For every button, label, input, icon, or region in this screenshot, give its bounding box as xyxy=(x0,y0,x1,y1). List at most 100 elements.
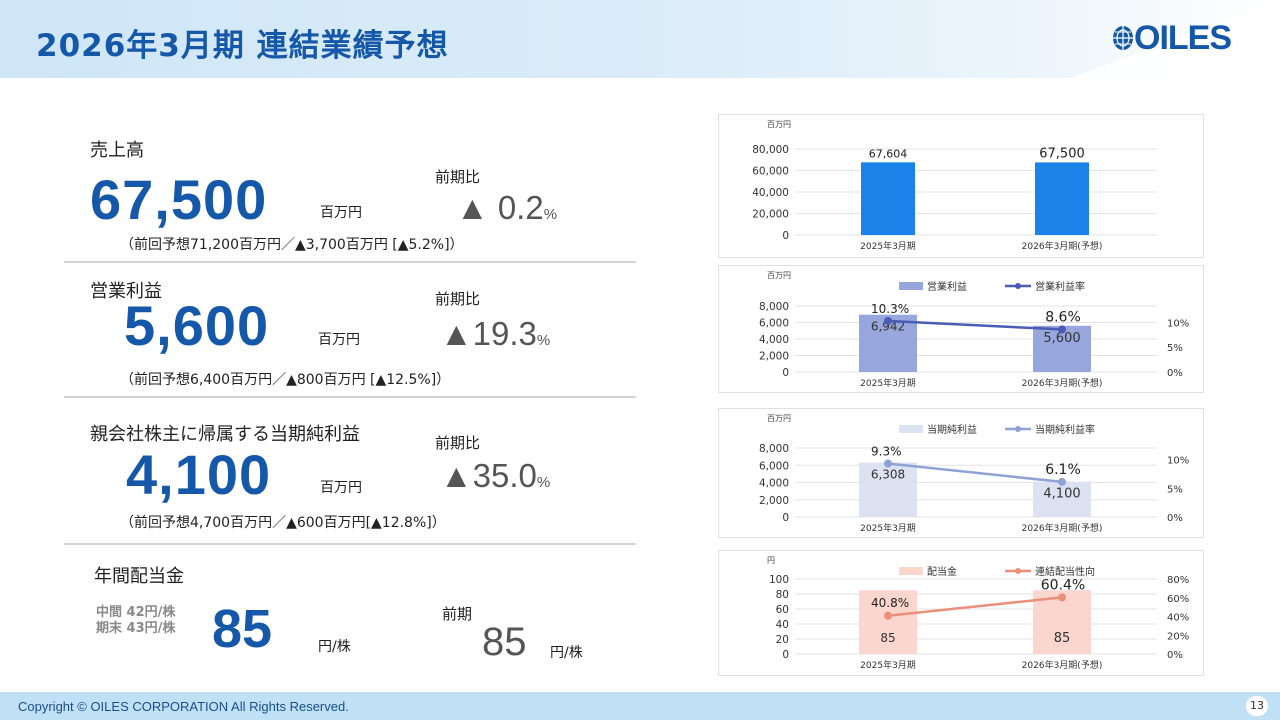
bar xyxy=(1033,325,1091,372)
data-label: 4,100 xyxy=(1043,487,1080,502)
x-tick-label: 2025年3月期 xyxy=(860,240,916,252)
data-label: 5,600 xyxy=(1043,331,1080,346)
y2-tick-label: 60% xyxy=(1167,594,1189,605)
legend-label: 当期純利益 xyxy=(927,423,977,436)
line-point xyxy=(1058,593,1066,602)
page-title: 2026年3月期 連結業績予想 xyxy=(36,28,449,64)
net-chart: 百万円 0 2,000 4,000 6,000 8,000 2025年3月期 2026年3月期… xyxy=(718,408,1204,538)
sales-unit: 百万円 xyxy=(320,205,362,221)
dividend-value: 85 xyxy=(212,599,273,659)
series-line xyxy=(887,319,1063,331)
y-tick-label: 40 xyxy=(776,619,789,631)
net-unit: 百万円 xyxy=(320,480,362,496)
copyright-text: Copyright © OILES CORPORATION All Rights… xyxy=(18,699,349,714)
bar xyxy=(1033,481,1091,517)
y2-tick-label: 5% xyxy=(1167,484,1183,495)
x-tick-label: 2026年3月期(予想) xyxy=(1022,240,1103,252)
legend-label: 配当金 xyxy=(927,565,957,578)
chart-unit-label: 百万円 xyxy=(767,120,791,129)
divider xyxy=(64,396,636,398)
line-data-label: 10.3% xyxy=(871,302,909,316)
y-tick-label: 60 xyxy=(776,604,789,616)
sales-chart: 百万円 0 20,000 40,000 60,000 80,000 2025年3月期 2026… xyxy=(718,114,1204,258)
sales-yoy-label: 前期比 xyxy=(435,168,481,186)
company-logo: OILES xyxy=(1112,19,1232,57)
data-label: 85 xyxy=(880,631,895,645)
line-point xyxy=(1058,325,1066,334)
dividend-breakdown: 中間 42円/株 期末 43円/株 xyxy=(96,605,175,637)
net-yoy-value: ▲35.0 xyxy=(440,457,537,494)
y-tick-label: 2,000 xyxy=(759,351,789,363)
y-tick-label: 60,000 xyxy=(752,166,789,178)
bar xyxy=(859,462,917,517)
net-yoy-label: 前期比 xyxy=(435,434,481,452)
chart-unit-label: 百万円 xyxy=(767,414,791,423)
operating-note: （前回予想6,400百万円／▲800百万円 [▲12.5%]） xyxy=(120,372,451,388)
y-tick-label: 0 xyxy=(782,512,789,524)
y2-tick-label: 80% xyxy=(1167,575,1189,586)
sales-label: 売上高 xyxy=(90,140,144,161)
header-band: 2026年3月期 連結業績予想 OILES xyxy=(0,0,1280,78)
line-point xyxy=(884,459,892,468)
legend-label: 営業利益 xyxy=(927,280,967,293)
bar xyxy=(859,590,917,654)
y-tick-label: 8,000 xyxy=(759,443,789,455)
line-data-label: 8.6% xyxy=(1045,309,1081,325)
series-line xyxy=(887,596,1063,617)
y2-tick-label: 10% xyxy=(1167,456,1189,467)
legend-line-marker xyxy=(1015,568,1021,574)
sales-note: （前回予想71,200百万円／▲3,700百万円 [▲5.2%]） xyxy=(120,237,464,253)
operating-unit: 百万円 xyxy=(318,332,360,348)
y-tick-label: 6,000 xyxy=(759,318,789,330)
y-tick-label: 20 xyxy=(776,634,789,646)
net-note: （前回予想4,700百万円／▲600百万円[▲12.8%]） xyxy=(120,515,446,531)
net-yoy: ▲35.0% xyxy=(440,458,550,501)
data-label: 67,604 xyxy=(869,147,908,160)
bar xyxy=(861,162,915,235)
y2-tick-label: 10% xyxy=(1167,318,1189,329)
y-tick-label: 4,000 xyxy=(759,334,789,346)
y-tick-label: 6,000 xyxy=(759,460,789,472)
y-tick-label: 4,000 xyxy=(759,478,789,490)
operating-label: 営業利益 xyxy=(90,281,162,302)
y-tick-label: 40,000 xyxy=(752,187,789,199)
net-label: 親会社株主に帰属する当期純利益 xyxy=(90,424,360,445)
net-yoy-unit: % xyxy=(536,474,551,491)
data-label: 6,308 xyxy=(871,468,905,482)
y-tick-label: 80,000 xyxy=(752,144,789,156)
dividend-interim: 中間 42円/株 xyxy=(96,605,176,620)
y2-tick-label: 5% xyxy=(1167,343,1183,354)
legend-line-marker xyxy=(1015,283,1021,289)
dividend-chart-svg: 円 0 20 40 60 80 100 2025年3月期 2026年3月期(予想) 0% 20% 40… xyxy=(767,556,1189,671)
logo-globe-icon xyxy=(1113,26,1133,50)
operating-chart: 百万円 0 2,000 4,000 6,000 8,000 2025年3月期 2026年3月期… xyxy=(718,265,1204,393)
y2-tick-label: 20% xyxy=(1167,631,1189,642)
x-tick-label: 2025年3月期 xyxy=(860,522,916,534)
x-tick-label: 2026年3月期(予想) xyxy=(1022,377,1103,389)
net-chart-svg: 百万円 0 2,000 4,000 6,000 8,000 2025年3月期 2026年3月期… xyxy=(759,414,1189,534)
line-data-label: 40.8% xyxy=(871,596,909,610)
data-label: 6,942 xyxy=(871,320,905,334)
line-point xyxy=(884,317,892,326)
dividend-prev-label: 前期 xyxy=(442,605,473,623)
chart-unit-label: 百万円 xyxy=(767,271,791,280)
legend-bar-swatch xyxy=(899,425,923,433)
legend-bar-swatch xyxy=(899,567,923,575)
chart-unit-label: 円 xyxy=(767,556,775,565)
y-tick-label: 100 xyxy=(769,574,789,586)
line-point xyxy=(1058,477,1066,486)
operating-yoy-unit: % xyxy=(536,332,551,349)
sales-yoy-unit: % xyxy=(543,206,558,223)
sales-value: 67,500 xyxy=(90,168,268,231)
line-data-label: 6.1% xyxy=(1045,462,1081,478)
x-tick-label: 2026年3月期(予想) xyxy=(1022,522,1103,534)
y-tick-label: 2,000 xyxy=(759,495,789,507)
dividend-year-end: 期末 43円/株 xyxy=(96,621,176,636)
line-data-label: 9.3% xyxy=(871,445,902,459)
legend-label: 連結配当性向 xyxy=(1035,565,1095,578)
page-number: 13 xyxy=(1246,696,1268,716)
y2-tick-label: 0% xyxy=(1167,650,1183,661)
bar xyxy=(1035,162,1089,235)
dividend-chart: 円 0 20 40 60 80 100 2025年3月期 2026年3月期(予想) 0% 20% 40… xyxy=(718,550,1204,676)
logo-wordmark: OILES xyxy=(1134,19,1232,57)
